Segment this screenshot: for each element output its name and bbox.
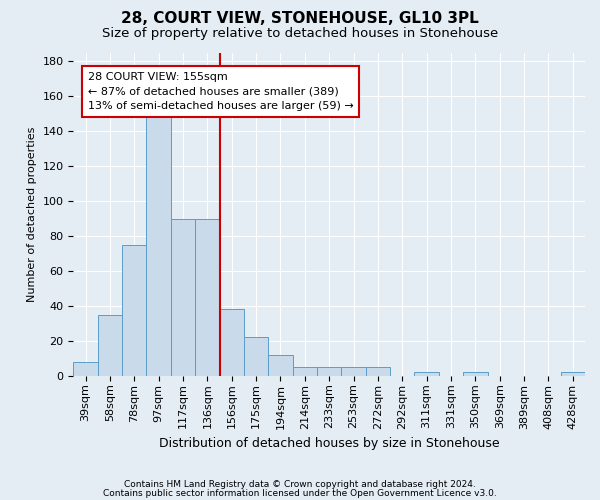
Bar: [195, 218, 220, 376]
Bar: [293, 367, 317, 376]
Text: Size of property relative to detached houses in Stonehouse: Size of property relative to detached ho…: [102, 28, 498, 40]
Bar: [122, 245, 146, 376]
Bar: [463, 372, 488, 376]
Bar: [98, 314, 122, 376]
Bar: [366, 367, 390, 376]
Bar: [244, 338, 268, 376]
Bar: [268, 355, 293, 376]
Bar: [560, 372, 585, 376]
Text: Contains public sector information licensed under the Open Government Licence v3: Contains public sector information licen…: [103, 488, 497, 498]
Text: 28, COURT VIEW, STONEHOUSE, GL10 3PL: 28, COURT VIEW, STONEHOUSE, GL10 3PL: [121, 11, 479, 26]
Y-axis label: Number of detached properties: Number of detached properties: [27, 126, 37, 302]
Bar: [146, 114, 171, 376]
Bar: [171, 218, 195, 376]
Text: Contains HM Land Registry data © Crown copyright and database right 2024.: Contains HM Land Registry data © Crown c…: [124, 480, 476, 489]
Bar: [220, 310, 244, 376]
Bar: [415, 372, 439, 376]
X-axis label: Distribution of detached houses by size in Stonehouse: Distribution of detached houses by size …: [159, 437, 500, 450]
Bar: [341, 367, 366, 376]
Bar: [317, 367, 341, 376]
Text: 28 COURT VIEW: 155sqm
← 87% of detached houses are smaller (389)
13% of semi-det: 28 COURT VIEW: 155sqm ← 87% of detached …: [88, 72, 354, 112]
Bar: [73, 362, 98, 376]
